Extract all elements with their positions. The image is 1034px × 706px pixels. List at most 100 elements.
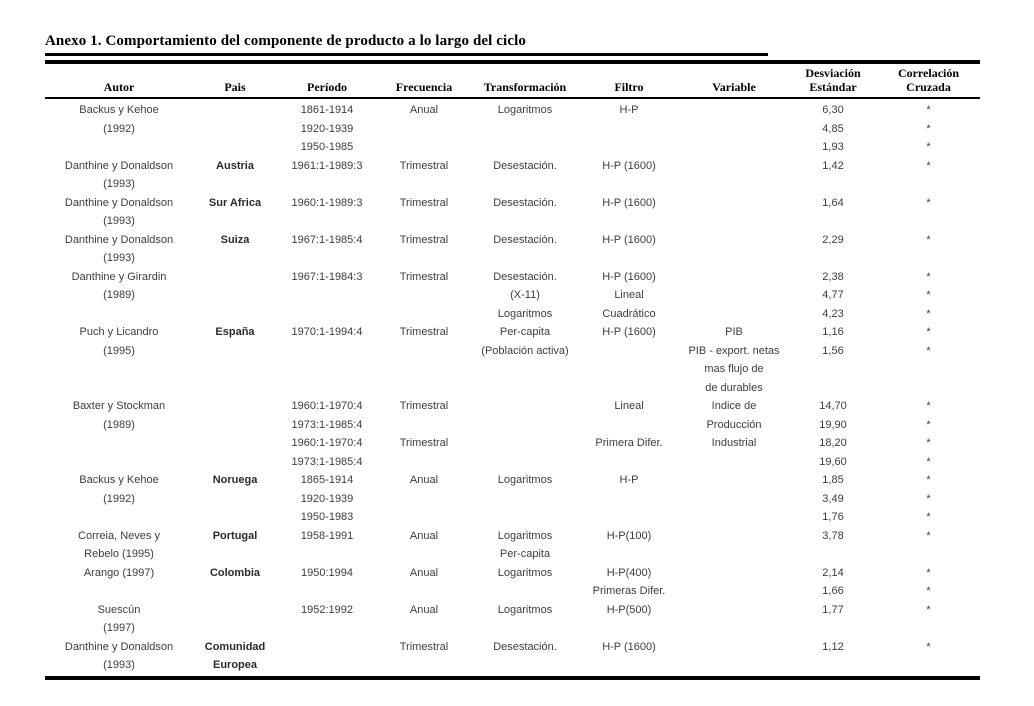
cell-pais: Comunidad: [204, 640, 266, 653]
cell-desviacion-estandar: [789, 656, 877, 675]
table-row: Logaritmos Cuadrático 4,23 *: [45, 305, 980, 324]
table-row: Puch y Licandro España 1970:1-1994:4 Trimes…: [45, 323, 980, 342]
cell-frecuencia: [377, 619, 471, 638]
cell-periodo: [277, 305, 377, 324]
cell-desviacion-estandar: [789, 619, 877, 638]
cell-variable: Indice de: [711, 400, 757, 412]
cell-frecuencia: [377, 582, 471, 601]
cell-desviacion-estandar: 3,78: [822, 529, 844, 542]
cell-transformacion: [471, 175, 579, 194]
cell-pais: Suiza: [220, 233, 250, 246]
cell-desviacion-estandar: 1,42: [822, 159, 844, 172]
cell-correlacion-cruzada: [877, 656, 980, 675]
cell-periodo: [277, 249, 377, 268]
cell-correlacion-cruzada: *: [926, 326, 931, 338]
cell-frecuencia: [377, 342, 471, 361]
cell-transformacion: [471, 434, 579, 453]
cell-desviacion-estandar: 1,66: [822, 585, 844, 597]
cell-periodo: 1861-1914: [300, 104, 354, 116]
cell-filtro: [579, 379, 679, 398]
cell-desviacion-estandar: [789, 379, 877, 398]
cell-transformacion: Desestación.: [493, 233, 557, 246]
cell-autor: Rebelo (1995): [84, 548, 154, 560]
cell-desviacion-estandar: 14,70: [819, 400, 847, 412]
cell-autor: Baxter y Stockman: [72, 400, 166, 412]
cell-periodo: 1952:1992: [301, 603, 353, 616]
cell-autor: [45, 453, 193, 472]
cell-filtro: H-P(400): [606, 566, 652, 579]
cell-pais: Europea: [212, 659, 257, 671]
column-header-line2: Pais: [224, 80, 246, 94]
cell-periodo: [277, 286, 377, 305]
cell-transformacion: [471, 212, 579, 231]
table-row: 1973:1-1985:4 19,60 *: [45, 453, 980, 472]
cell-variable: Industrial: [711, 437, 757, 449]
cell-filtro: [579, 138, 679, 157]
cell-periodo: 1958-1991: [300, 529, 354, 542]
column-header-line2: Cruzada: [906, 80, 951, 94]
cell-filtro: H-P (1600): [602, 159, 656, 172]
cell-correlacion-cruzada: *: [926, 511, 931, 523]
cell-periodo: [277, 582, 377, 601]
cell-correlacion-cruzada: [877, 249, 980, 268]
cell-desviacion-estandar: 2,29: [822, 233, 844, 246]
cell-correlacion-cruzada: *: [926, 344, 931, 357]
cell-autor: [45, 138, 193, 157]
cell-autor: (1992): [103, 122, 135, 135]
annex-table: Autor Pais Período Frecuencia Transformación…: [45, 60, 980, 680]
cell-filtro: H-P (1600): [602, 233, 656, 246]
table-row: (1989) 1973:1-1985:4 Producción 19,90 *: [45, 416, 980, 435]
cell-autor: Danthine y Donaldson: [64, 196, 174, 209]
cell-filtro: [579, 490, 679, 509]
cell-correlacion-cruzada: *: [926, 122, 931, 135]
cell-pais: [193, 305, 277, 324]
cell-correlacion-cruzada: *: [926, 418, 931, 431]
cell-variable: [679, 490, 789, 509]
cell-periodo: 1920-1939: [300, 122, 354, 135]
cell-transformacion: (Población activa): [481, 344, 569, 357]
cell-filtro: Cuadrático: [602, 307, 656, 320]
cell-filtro: H-P(500): [606, 603, 652, 616]
cell-correlacion-cruzada: *: [926, 529, 931, 542]
cell-correlacion-cruzada: *: [926, 566, 931, 579]
cell-variable: [679, 286, 789, 305]
cell-desviacion-estandar: 1,85: [822, 474, 844, 486]
cell-variable: [679, 194, 789, 213]
column-header-frecuencia: Frecuencia: [377, 66, 471, 94]
table-row: (1995) (Población activa) PIB - export. ne…: [45, 342, 980, 361]
cell-frecuencia: [377, 286, 471, 305]
cell-frecuencia: Trimestral: [399, 400, 449, 412]
table-row: de durables: [45, 379, 980, 398]
cell-variable: [679, 471, 789, 490]
cell-frecuencia: [377, 305, 471, 324]
cell-transformacion: Desestación.: [493, 270, 557, 283]
cell-autor: [45, 508, 193, 527]
cell-autor: (1989): [103, 418, 135, 431]
cell-correlacion-cruzada: [877, 175, 980, 194]
cell-variable: de durables: [705, 381, 763, 394]
cell-pais: [193, 490, 277, 509]
cell-variable: [679, 305, 789, 324]
cell-desviacion-estandar: 2,38: [822, 270, 844, 283]
table-row: (1993) Europea: [45, 656, 980, 675]
cell-correlacion-cruzada: [877, 619, 980, 638]
cell-correlacion-cruzada: *: [926, 603, 931, 616]
cell-autor: Backus y Kehoe: [79, 474, 159, 486]
cell-periodo: [277, 656, 377, 675]
cell-variable: [679, 268, 789, 287]
cell-frecuencia: Anual: [409, 104, 439, 116]
cell-transformacion: [471, 379, 579, 398]
table-row: 1950-1983 1,76 *: [45, 508, 980, 527]
cell-transformacion: Logaritmos: [497, 566, 553, 579]
cell-correlacion-cruzada: [877, 360, 980, 379]
cell-desviacion-estandar: 4,23: [822, 307, 844, 320]
cell-variable: mas flujo de: [704, 363, 764, 375]
cell-periodo: 1961:1-1989:3: [291, 159, 363, 172]
cell-transformacion: [471, 490, 579, 509]
cell-periodo: [277, 619, 377, 638]
cell-frecuencia: Trimestral: [399, 159, 449, 172]
cell-desviacion-estandar: 1,16: [822, 326, 844, 338]
cell-filtro: [579, 249, 679, 268]
cell-pais: Portugal: [212, 529, 258, 542]
